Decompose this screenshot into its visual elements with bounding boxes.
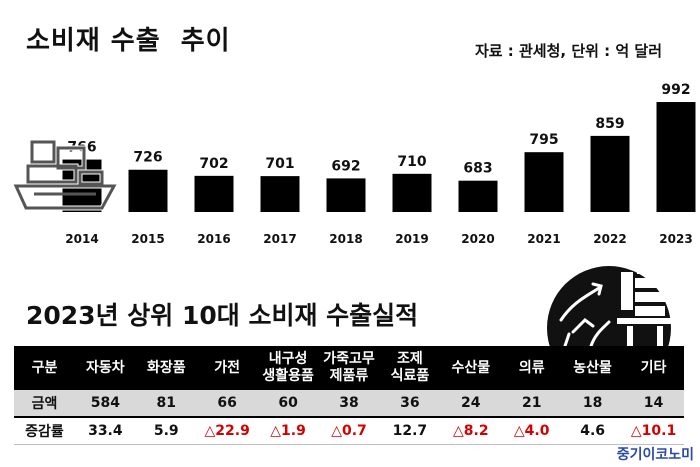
column-header: 의류 bbox=[501, 346, 563, 390]
x-tick-2023: 2023 bbox=[659, 232, 692, 246]
table-cell: 18 bbox=[562, 390, 624, 418]
table-cell: 24 bbox=[440, 390, 502, 418]
table-header-row: 구분 자동차 화장품 가전 내구성 생활용품 가죽고무 제품류 조제 식료품 수산물 의류 농산물… bbox=[14, 346, 684, 390]
table-cell: 12.7 bbox=[379, 417, 441, 445]
data-label-2022: 859 bbox=[595, 116, 624, 132]
x-tick-2018: 2018 bbox=[329, 232, 362, 246]
data-label-2017: 701 bbox=[265, 156, 294, 172]
column-header: 농산물 bbox=[562, 346, 624, 390]
row-label: 금액 bbox=[14, 390, 75, 418]
source-note: 자료 : 관세청, 단위 : 억 달러 bbox=[474, 42, 662, 60]
column-header: 가전 bbox=[196, 346, 258, 390]
table-cell: △1.9 bbox=[257, 417, 319, 445]
column-header: 내구성 생활용품 bbox=[257, 346, 319, 390]
table-cell: 38 bbox=[318, 390, 380, 418]
data-label-2019: 710 bbox=[397, 154, 426, 170]
x-tick-2015: 2015 bbox=[131, 232, 164, 246]
table-cell: 33.4 bbox=[74, 417, 136, 445]
x-tick-2016: 2016 bbox=[197, 232, 230, 246]
table-cell: 5.9 bbox=[135, 417, 197, 445]
table-cell: 584 bbox=[74, 390, 136, 418]
header-label: 구분 bbox=[14, 346, 75, 390]
table-cell: 66 bbox=[196, 390, 258, 418]
column-header: 화장품 bbox=[135, 346, 197, 390]
bar-2021 bbox=[524, 152, 564, 212]
data-label-2018: 692 bbox=[331, 158, 360, 174]
data-label-2021: 795 bbox=[529, 132, 558, 148]
table-row: 증감률 33.4 5.9 △22.9 △1.9 △0.7 12.7 △8.2 △4.0 4.6 △1… bbox=[14, 417, 684, 445]
chart-title: 소비재 수출 추이 bbox=[26, 26, 231, 56]
data-label-2016: 702 bbox=[199, 156, 228, 172]
table-cell: 81 bbox=[135, 390, 197, 418]
table-cell: △4.0 bbox=[501, 417, 563, 445]
bar-2016 bbox=[194, 175, 234, 212]
column-header: 수산물 bbox=[440, 346, 502, 390]
bar-2019 bbox=[392, 173, 432, 212]
table-cell: 14 bbox=[623, 390, 684, 418]
brand-logo: 중기이코노미 bbox=[616, 447, 694, 463]
table-cell: 21 bbox=[501, 390, 563, 418]
bar-2015 bbox=[128, 169, 168, 212]
bar-chart: 7662014726201570220167012017692201871020… bbox=[62, 82, 696, 246]
table-cell: 4.6 bbox=[562, 417, 624, 445]
column-header: 조제 식료품 bbox=[379, 346, 441, 390]
section-title: 2023년 상위 10대 소비재 수출실적 bbox=[26, 301, 419, 330]
table-cell: 36 bbox=[379, 390, 441, 418]
column-header: 자동차 bbox=[74, 346, 136, 390]
x-tick-2021: 2021 bbox=[527, 232, 560, 246]
column-header: 가죽고무 제품류 bbox=[318, 346, 380, 390]
data-label-2020: 683 bbox=[463, 161, 492, 177]
table-body: 금액 584 81 66 60 38 36 24 21 18 14 증감률 33.4 5.9 △22.9 △1… bbox=[14, 390, 684, 445]
x-tick-2019: 2019 bbox=[395, 232, 428, 246]
bar-2017 bbox=[260, 176, 300, 212]
globe-export-icon bbox=[547, 266, 671, 348]
table-row: 금액 584 81 66 60 38 36 24 21 18 14 bbox=[14, 390, 684, 418]
table-cell: △22.9 bbox=[196, 417, 258, 445]
data-label-2023: 992 bbox=[661, 82, 690, 98]
bar-2020 bbox=[458, 180, 498, 212]
column-header: 기타 bbox=[623, 346, 684, 390]
bar-2023 bbox=[656, 102, 696, 212]
x-tick-2022: 2022 bbox=[593, 232, 626, 246]
export-table: 구분 자동차 화장품 가전 내구성 생활용품 가죽고무 제품류 조제 식료품 수산물 의류 농산물… bbox=[14, 346, 684, 445]
row-label: 증감률 bbox=[14, 417, 75, 445]
table-cell: 60 bbox=[257, 390, 319, 418]
bar-2018 bbox=[326, 178, 366, 212]
x-tick-2014: 2014 bbox=[65, 232, 98, 246]
data-label-2015: 726 bbox=[133, 150, 162, 166]
table-cell: △10.1 bbox=[623, 417, 684, 445]
x-tick-2020: 2020 bbox=[461, 232, 494, 246]
table-cell: △8.2 bbox=[440, 417, 502, 445]
table-cell: △0.7 bbox=[318, 417, 380, 445]
bar-2022 bbox=[590, 135, 630, 212]
cargo-ship-icon bbox=[12, 139, 119, 211]
x-tick-2017: 2017 bbox=[263, 232, 296, 246]
